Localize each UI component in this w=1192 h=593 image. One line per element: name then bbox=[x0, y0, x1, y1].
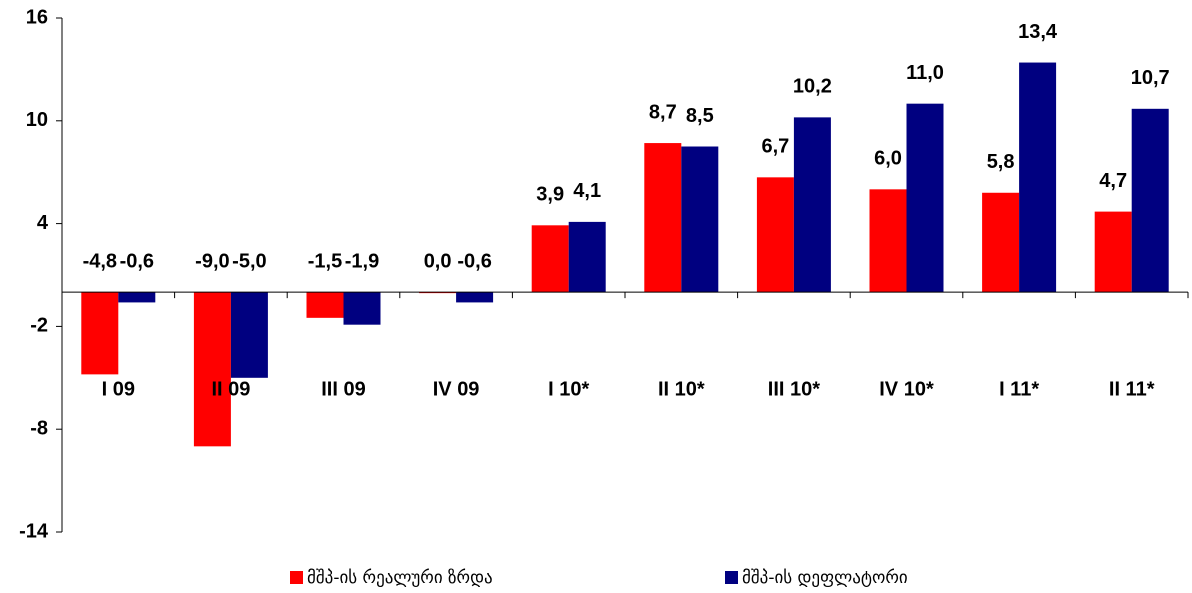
legend-label: მშპ-ის დეფლატორი bbox=[742, 568, 908, 588]
value-label: 3,9 bbox=[536, 184, 564, 206]
x-tick-label: I 10* bbox=[548, 378, 589, 400]
bar bbox=[756, 177, 794, 293]
bar bbox=[193, 292, 231, 447]
y-tick-label: -14 bbox=[19, 520, 49, 542]
bar bbox=[306, 292, 344, 318]
bar bbox=[793, 117, 831, 293]
value-label: -1,5 bbox=[308, 250, 342, 272]
bar bbox=[456, 292, 494, 303]
value-label: 10,2 bbox=[793, 76, 832, 98]
x-tick-label: II 11* bbox=[1109, 378, 1155, 400]
value-label: -0,6 bbox=[120, 250, 154, 272]
value-label: 8,5 bbox=[686, 105, 714, 127]
y-tick-label: 4 bbox=[37, 212, 49, 234]
value-label: 5,8 bbox=[987, 151, 1015, 173]
bar bbox=[531, 225, 569, 293]
value-label: 10,7 bbox=[1131, 67, 1170, 89]
value-label: -1,9 bbox=[345, 250, 379, 272]
value-label: -5,0 bbox=[232, 250, 266, 272]
x-tick-label: I 09 bbox=[102, 378, 135, 400]
x-tick-label: IV 09 bbox=[433, 378, 480, 400]
legend-swatch bbox=[290, 571, 303, 584]
bar bbox=[230, 292, 268, 378]
value-label: 4,7 bbox=[1099, 170, 1127, 192]
x-tick-label: I 11* bbox=[999, 378, 1039, 400]
bar bbox=[681, 146, 719, 293]
value-label: 8,7 bbox=[649, 101, 677, 123]
bar bbox=[1131, 108, 1169, 293]
value-label: 6,0 bbox=[874, 148, 902, 170]
bar bbox=[906, 103, 944, 293]
value-label: 13,4 bbox=[1018, 21, 1058, 43]
bar bbox=[644, 143, 682, 293]
value-label: -9,0 bbox=[195, 250, 229, 272]
value-label: 6,7 bbox=[761, 136, 789, 158]
x-tick-label: III 09 bbox=[321, 378, 365, 400]
bar bbox=[118, 292, 156, 303]
bar bbox=[343, 292, 381, 325]
legend-swatch bbox=[725, 571, 738, 584]
y-tick-label: 16 bbox=[26, 6, 48, 28]
y-tick-label: -2 bbox=[30, 315, 48, 337]
legend-label: მშპ-ის რეალური ზრდა bbox=[307, 568, 493, 588]
bar bbox=[568, 221, 606, 293]
value-label: 0,0 bbox=[424, 250, 452, 272]
x-tick-label: II 09 bbox=[211, 378, 250, 400]
x-tick-label: IV 10* bbox=[879, 378, 934, 400]
value-label: -4,8 bbox=[83, 250, 117, 272]
value-label: 11,0 bbox=[906, 62, 944, 84]
bar bbox=[81, 292, 119, 375]
bar bbox=[1094, 211, 1132, 293]
bar bbox=[982, 192, 1020, 293]
bar bbox=[1019, 62, 1057, 293]
value-label: -0,6 bbox=[457, 250, 491, 272]
value-label: 4,1 bbox=[573, 180, 601, 202]
x-tick-label: II 10* bbox=[658, 378, 705, 400]
bar bbox=[869, 189, 907, 293]
y-tick-label: 10 bbox=[26, 109, 48, 131]
x-tick-label: III 10* bbox=[768, 378, 820, 400]
y-tick-label: -8 bbox=[30, 417, 48, 439]
